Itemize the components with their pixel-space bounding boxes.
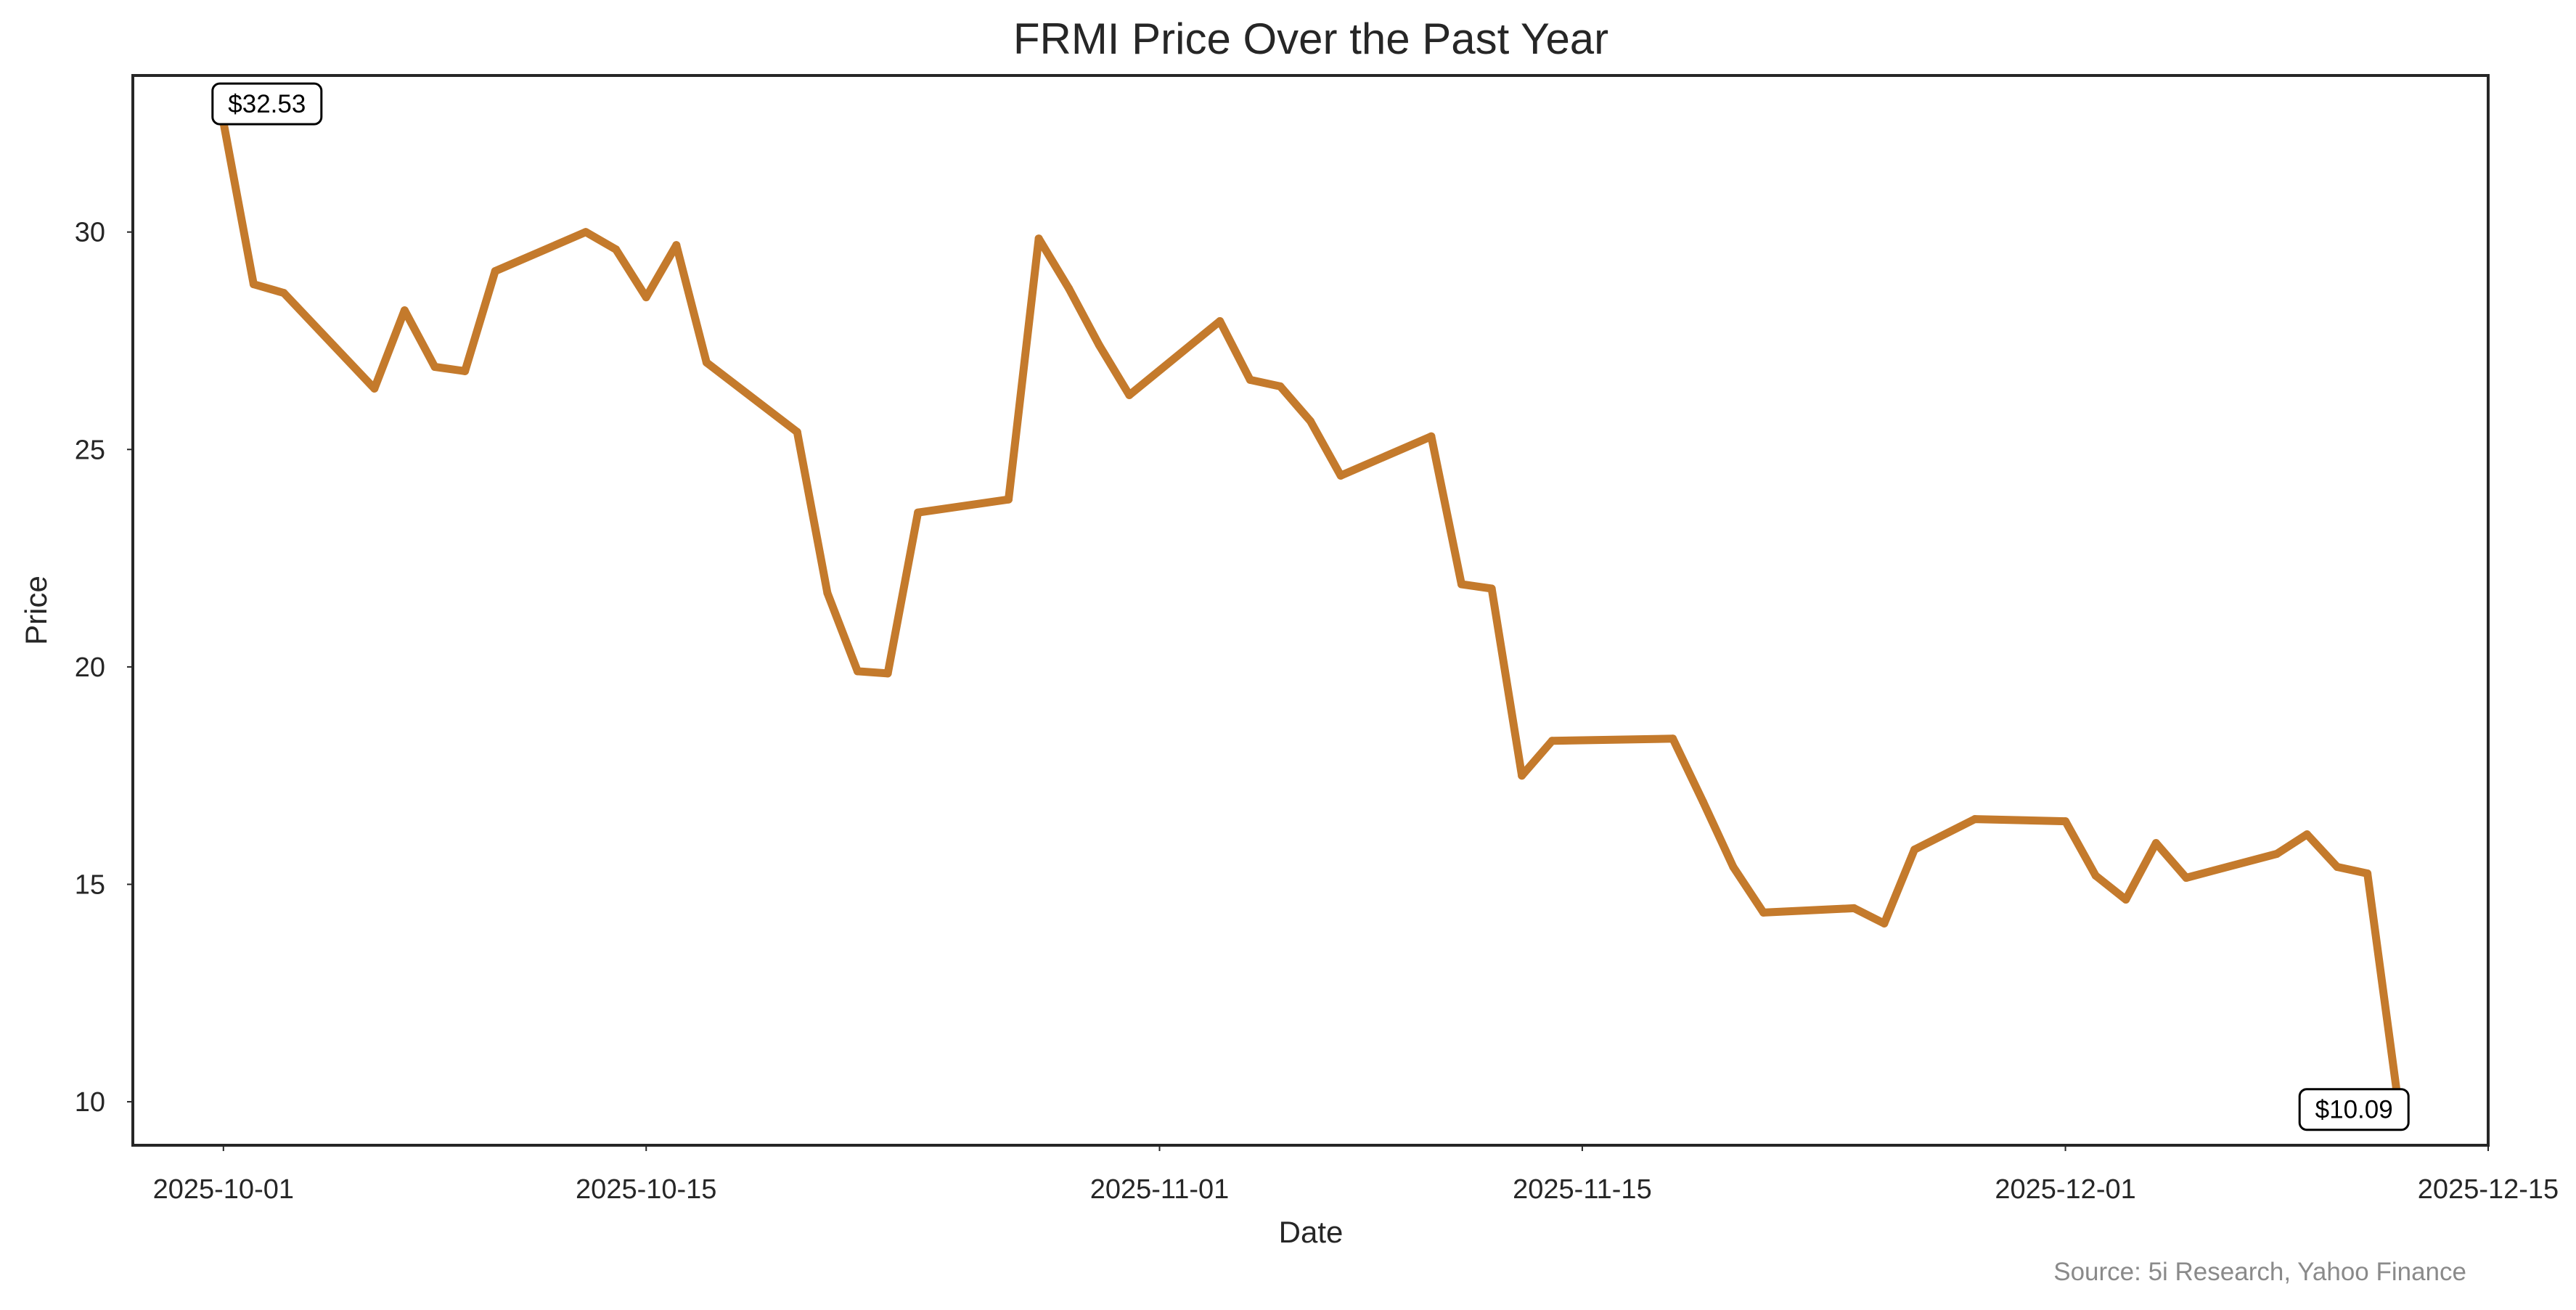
data-point	[1307, 417, 1314, 425]
data-point	[1547, 737, 1556, 745]
data-point	[883, 669, 892, 678]
x-tick-label: 2025-12-15	[2418, 1174, 2559, 1205]
x-tick-label: 2025-12-01	[1995, 1174, 2135, 1205]
data-point	[1457, 580, 1465, 589]
data-point	[2151, 839, 2160, 848]
data-point	[1910, 846, 1919, 854]
annotation-box	[2298, 1088, 2410, 1131]
data-point	[2182, 874, 2191, 882]
data-point	[2363, 869, 2372, 877]
data-point	[430, 363, 439, 371]
data-point	[1729, 863, 1738, 871]
data-point	[1487, 584, 1496, 593]
data-point	[2091, 872, 2100, 880]
data-point	[793, 427, 801, 436]
y-tick-label: 10	[75, 1087, 105, 1118]
data-point	[672, 241, 681, 250]
data-point	[491, 267, 499, 276]
data-point	[2061, 817, 2070, 826]
source-note: Source: 5i Research, Yahoo Finance	[2053, 1258, 2466, 1286]
data-point	[1518, 771, 1526, 780]
data-point	[1005, 495, 1013, 504]
annotation-label: $10.09	[2315, 1096, 2393, 1124]
data-point	[400, 306, 409, 315]
data-point	[1669, 734, 1677, 743]
data-point	[1971, 815, 1979, 824]
x-tick-label: 2025-10-01	[153, 1174, 294, 1205]
chart-title: FRMI Price Over the Past Year	[1013, 15, 1608, 63]
y-axis-label: Price	[19, 576, 53, 645]
x-axis-label: Date	[1279, 1215, 1344, 1249]
data-point	[370, 384, 379, 393]
data-point	[702, 359, 711, 367]
data-point	[854, 667, 862, 676]
data-point	[1065, 284, 1074, 293]
plot-frame	[131, 74, 2490, 1147]
annotation-box	[211, 82, 323, 126]
data-point	[1095, 341, 1103, 349]
data-point	[823, 589, 832, 597]
annotation-label: $32.53	[228, 90, 306, 118]
data-point	[1880, 919, 1889, 928]
y-tick-label: 30	[75, 218, 105, 248]
data-point	[1246, 375, 1254, 384]
data-point	[249, 280, 258, 289]
x-tick-label: 2025-11-01	[1090, 1174, 1230, 1205]
data-point	[461, 367, 470, 375]
data-point	[1849, 904, 1858, 912]
price-series-line	[219, 121, 2402, 1099]
data-point	[1125, 390, 1134, 399]
data-point	[612, 245, 621, 254]
data-point	[1034, 234, 1043, 243]
data-point	[914, 508, 923, 517]
data-point	[279, 289, 288, 298]
x-tick-label: 2025-11-15	[1513, 1174, 1652, 1205]
data-point	[1427, 432, 1436, 441]
x-tick-label: 2025-10-15	[576, 1174, 716, 1205]
data-point	[2302, 830, 2311, 839]
data-point	[581, 228, 590, 237]
data-point	[2333, 863, 2342, 871]
y-tick-label: 25	[75, 435, 105, 465]
data-point	[2122, 896, 2130, 904]
data-point	[1216, 317, 1224, 325]
data-point	[1759, 908, 1767, 917]
data-point	[1698, 798, 1707, 806]
data-point	[2273, 850, 2281, 858]
data-point	[642, 293, 650, 302]
data-point	[1336, 471, 1345, 480]
y-tick-label: 20	[75, 652, 105, 683]
data-point	[1276, 382, 1285, 390]
y-tick-label: 15	[75, 869, 105, 900]
